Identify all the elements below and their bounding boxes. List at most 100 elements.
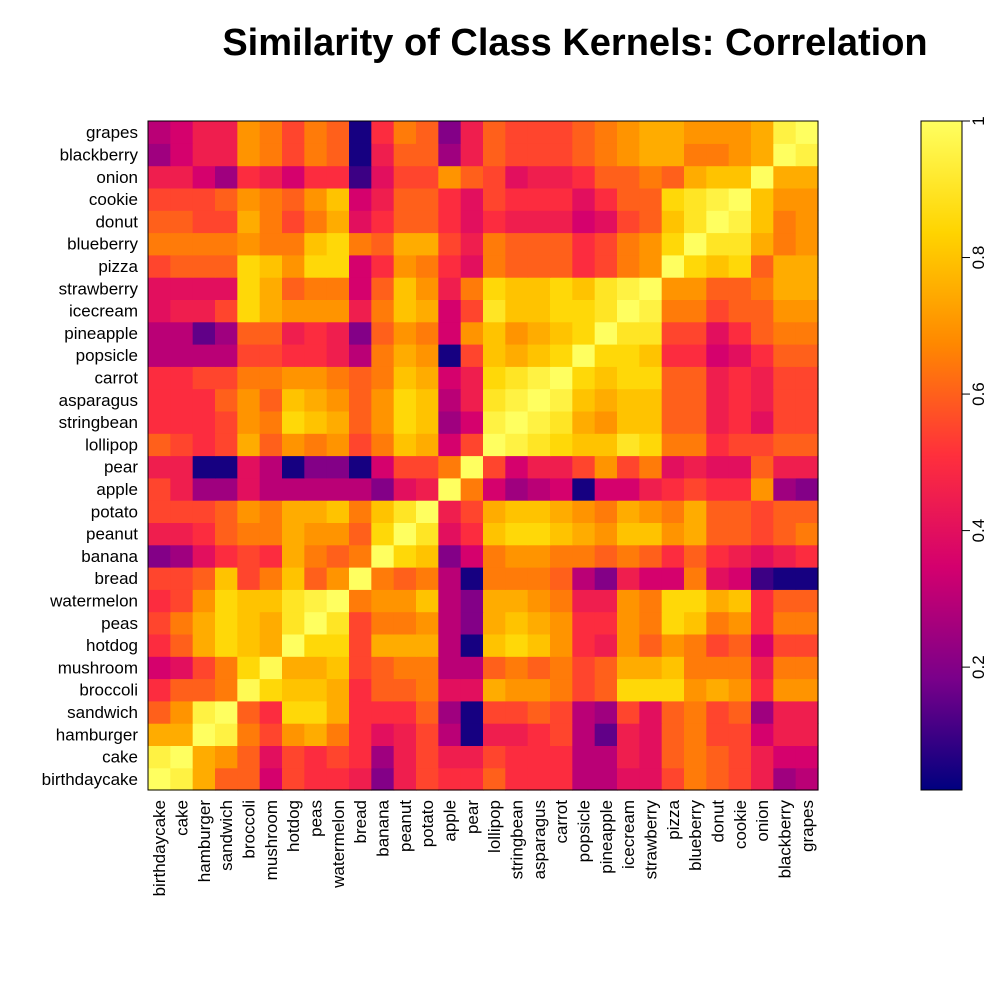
- heatmap-cell-asparagus-peas: [527, 611, 551, 635]
- heatmap-cell-icecream-hamburger: [617, 723, 640, 746]
- heatmap-cell-watermelon-hamburger: [326, 723, 350, 746]
- heatmap-cell-grapes-peanut: [795, 522, 819, 546]
- y-tick-label-asparagus: asparagus: [59, 391, 138, 410]
- heatmap-cell-watermelon-stringbean: [326, 410, 350, 434]
- heatmap-cell-pineapple-onion: [594, 165, 618, 189]
- heatmap-cell-hotdog-strawberry: [282, 277, 305, 300]
- heatmap-cell-banana-mushroom: [371, 656, 395, 680]
- heatmap-cell-mushroom-icecream: [259, 299, 283, 323]
- heatmap-cell-broccoli-asparagus: [237, 388, 261, 412]
- x-tick-label-peanut: peanut: [396, 800, 415, 852]
- heatmap-cell-banana-donut: [371, 210, 395, 234]
- heatmap-cell-popsicle-icecream: [572, 299, 596, 323]
- heatmap-cell-apple-lollipop: [438, 433, 462, 457]
- heatmap-cell-apple-icecream: [438, 299, 462, 323]
- heatmap-cell-asparagus-pineapple: [527, 321, 551, 345]
- heatmap-cell-broccoli-sandwich: [237, 700, 261, 724]
- heatmap-cell-onion-peanut: [751, 522, 774, 546]
- heatmap-cell-cake-watermelon: [170, 589, 194, 613]
- heatmap-cell-pear-carrot: [460, 366, 484, 390]
- heatmap-cell-birthdaycake-cake: [148, 745, 171, 769]
- heatmap-cell-donut-pineapple: [706, 321, 730, 345]
- heatmap-cell-potato-asparagus: [416, 388, 439, 412]
- heatmap-cell-grapes-icecream: [795, 299, 819, 323]
- heatmap-cell-blackberry-carrot: [773, 366, 797, 390]
- heatmap-cell-peas-hamburger: [304, 723, 328, 746]
- heatmap-cell-asparagus-birthdaycake: [527, 767, 551, 791]
- heatmap-cell-hotdog-cake: [282, 745, 305, 769]
- heatmap-cell-strawberry-hotdog: [639, 633, 663, 657]
- heatmap-cell-bread-hotdog: [349, 633, 372, 657]
- heatmap-cell-strawberry-blackberry: [639, 143, 663, 167]
- y-tick-label-hamburger: hamburger: [56, 725, 139, 744]
- heatmap-cell-peas-apple: [304, 477, 328, 501]
- heatmap-cell-cake-asparagus: [170, 388, 194, 412]
- heatmap-cell-icecream-watermelon: [617, 589, 640, 613]
- heatmap-cell-broccoli-cake: [237, 745, 261, 769]
- heatmap-cell-icecream-cookie: [617, 187, 640, 211]
- heatmap-cell-watermelon-blackberry: [326, 143, 350, 167]
- heatmap-cell-onion-lollipop: [751, 433, 774, 457]
- heatmap-cell-hamburger-peas: [192, 611, 216, 635]
- heatmap-cell-carrot-stringbean: [550, 410, 573, 434]
- heatmap-cell-broccoli-blueberry: [237, 232, 261, 256]
- heatmap-cell-icecream-strawberry: [617, 277, 640, 300]
- heatmap-cell-onion-carrot: [751, 366, 774, 390]
- x-tick-label-donut: donut: [709, 800, 728, 843]
- heatmap-cell-watermelon-pineapple: [326, 321, 350, 345]
- heatmap-cell-banana-asparagus: [371, 388, 395, 412]
- heatmap-cell-popsicle-mushroom: [572, 656, 596, 680]
- heatmap-cell-sandwich-stringbean: [215, 410, 238, 434]
- heatmap-cell-donut-birthdaycake: [706, 767, 730, 791]
- heatmap-cell-banana-pear: [371, 455, 395, 479]
- heatmap-cell-lollipop-bread: [483, 567, 506, 590]
- heatmap-cell-apple-asparagus: [438, 388, 462, 412]
- heatmap-cell-apple-apple: [438, 477, 462, 501]
- heatmap-cell-potato-lollipop: [416, 433, 439, 457]
- heatmap-cell-sandwich-pineapple: [215, 321, 238, 345]
- heatmap-cell-donut-asparagus: [706, 388, 730, 412]
- heatmap-cell-bread-pizza: [349, 254, 372, 278]
- heatmap-cell-apple-cake: [438, 745, 462, 769]
- heatmap-cell-bread-blueberry: [349, 232, 372, 256]
- heatmap-cell-watermelon-asparagus: [326, 388, 350, 412]
- heatmap-cell-icecream-apple: [617, 477, 640, 501]
- x-tick-label-broccoli: broccoli: [240, 800, 259, 859]
- heatmap-cell-grapes-hotdog: [795, 633, 819, 657]
- heatmap-cell-sandwich-cake: [215, 745, 238, 769]
- heatmap-cell-watermelon-icecream: [326, 299, 350, 323]
- heatmap-cell-pear-mushroom: [460, 656, 484, 680]
- heatmap-cell-apple-watermelon: [438, 589, 462, 613]
- heatmap-cell-pineapple-banana: [594, 544, 618, 568]
- heatmap-cell-strawberry-onion: [639, 165, 663, 189]
- heatmap-cell-peanut-asparagus: [393, 388, 417, 412]
- heatmap-cell-blackberry-pizza: [773, 254, 797, 278]
- heatmap-cell-pear-popsicle: [460, 344, 484, 367]
- heatmap-cell-pizza-icecream: [661, 299, 685, 323]
- heatmap-cell-watermelon-cookie: [326, 187, 350, 211]
- heatmap-cell-hamburger-hotdog: [192, 633, 216, 657]
- heatmap-cell-strawberry-icecream: [639, 299, 663, 323]
- heatmap-cell-popsicle-asparagus: [572, 388, 596, 412]
- heatmap-cell-sandwich-pear: [215, 455, 238, 479]
- heatmap-cell-carrot-cake: [550, 745, 573, 769]
- heatmap-cell-blueberry-lollipop: [684, 433, 707, 457]
- heatmap-cell-banana-strawberry: [371, 277, 395, 300]
- heatmap-cell-strawberry-blueberry: [639, 232, 663, 256]
- heatmap-cell-birthdaycake-hotdog: [148, 633, 171, 657]
- heatmap-cell-popsicle-pizza: [572, 254, 596, 278]
- heatmap-cell-stringbean-blueberry: [505, 232, 529, 256]
- heatmap-cell-carrot-carrot: [550, 366, 573, 390]
- heatmap-cell-pineapple-icecream: [594, 299, 618, 323]
- heatmap-cell-peas-donut: [304, 210, 328, 234]
- heatmap-cell-apple-carrot: [438, 366, 462, 390]
- heatmap-cell-potato-donut: [416, 210, 439, 234]
- heatmap-cell-blackberry-stringbean: [773, 410, 797, 434]
- heatmap-cell-hamburger-apple: [192, 477, 216, 501]
- heatmap-cell-sandwich-grapes: [215, 121, 238, 144]
- heatmap-cell-lollipop-cake: [483, 745, 506, 769]
- heatmap-cell-apple-onion: [438, 165, 462, 189]
- heatmap-cell-lollipop-apple: [483, 477, 506, 501]
- heatmap-cell-bread-birthdaycake: [349, 767, 372, 791]
- heatmap-cell-stringbean-blackberry: [505, 143, 529, 167]
